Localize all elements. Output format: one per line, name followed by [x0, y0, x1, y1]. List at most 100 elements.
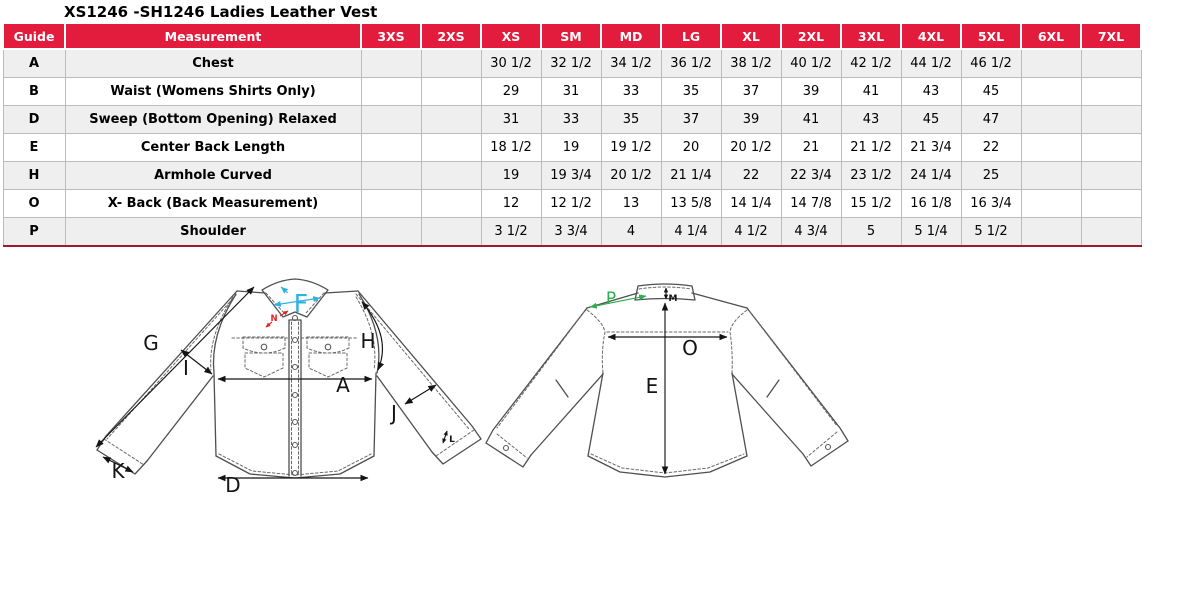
shoulder-arrow	[589, 294, 647, 309]
value-cell: 21 1/2	[840, 133, 902, 162]
header-cell-6xl: 6XL	[1020, 22, 1082, 50]
neck-arrow-2	[265, 321, 273, 328]
circle-shape	[291, 441, 299, 449]
front-right-sleeve-stitch	[355, 293, 470, 430]
header-cell-xs: XS	[480, 22, 542, 50]
value-cell: 32 1/2	[540, 48, 602, 78]
value-cell	[1080, 189, 1142, 218]
value-cell: 22	[720, 161, 782, 190]
value-cell: 5 1/4	[900, 217, 962, 247]
back-left-sleeve-stitch	[496, 311, 585, 429]
back-collar-band	[634, 283, 696, 301]
value-cell	[1020, 133, 1082, 162]
front-right-sleeve	[357, 290, 482, 440]
size-chart-table: Guide Measurement 3XS 2XS XS SM MD LG XL 2XL 3XL 4X…	[2, 22, 1142, 247]
value-cell: 14 1/4	[720, 189, 782, 218]
front-placket-stitch	[291, 321, 299, 475]
value-cell: 39	[780, 77, 842, 106]
sleeve-width-arrow	[404, 384, 437, 405]
table-row: H Armhole Curved 19 19 3/4 20 1/2 21 1/4 22 22 …	[2, 161, 1142, 190]
value-cell: 35	[660, 77, 722, 106]
value-cell: 37	[720, 77, 782, 106]
value-cell: 31	[480, 105, 542, 134]
value-cell: 16 1/8	[900, 189, 962, 218]
header-cell-3xs: 3XS	[360, 22, 422, 50]
value-cell	[360, 133, 422, 162]
value-cell: 21 1/4	[660, 161, 722, 190]
value-cell: 4 1/2	[720, 217, 782, 247]
value-cell	[420, 133, 482, 162]
label-l-cuff-height: L	[449, 435, 455, 445]
back-left-cuff-seam	[496, 433, 528, 459]
circle-shape	[291, 336, 299, 344]
back-left-sleeve-inner	[530, 373, 604, 456]
value-cell	[360, 189, 422, 218]
back-left-sleeve-crease	[555, 379, 569, 398]
label-e-center-back: E	[646, 374, 659, 398]
label-m-collar-height: M	[669, 294, 678, 304]
header-cell-guide: Guide	[2, 22, 66, 50]
value-cell	[420, 189, 482, 218]
measurement-cell: Sweep (Bottom Opening) Relaxed	[64, 105, 362, 134]
value-cell	[420, 48, 482, 78]
value-cell	[360, 217, 422, 247]
value-cell	[1020, 105, 1082, 134]
table-row: D Sweep (Bottom Opening) Relaxed 31 33 35 37 3…	[2, 105, 1142, 134]
front-body-sides	[213, 372, 377, 457]
back-left-cuff-opening	[485, 442, 532, 468]
path-shape	[242, 336, 286, 354]
front-right-cuff-opening	[431, 438, 482, 465]
measurement-cell: Waist (Womens Shirts Only)	[64, 77, 362, 106]
front-left-sleeve-inner	[146, 375, 214, 462]
value-cell	[420, 77, 482, 106]
value-cell: 45	[900, 105, 962, 134]
table-row: E Center Back Length 18 1/2 19 19 1/2 20 20 1/…	[2, 133, 1142, 162]
label-d-sweep: D	[225, 473, 240, 497]
value-cell	[360, 77, 422, 106]
armhole-curve-arrow	[361, 301, 385, 371]
value-cell: 29	[480, 77, 542, 106]
front-left-sleeve	[96, 290, 238, 451]
shoulder-slope-arrow	[180, 349, 213, 375]
circle-shape	[291, 363, 299, 371]
value-cell: 20	[660, 133, 722, 162]
label-i-shoulder-slope: I	[183, 356, 189, 380]
back-hem-stitch	[590, 453, 745, 474]
value-cell	[360, 48, 422, 78]
value-cell: 45	[960, 77, 1022, 106]
back-right-sleeve-stitch	[749, 311, 838, 427]
table-row: A Chest 30 1/2 32 1/2 34 1/2 36 1/2 38 1/2 40 1…	[2, 48, 1142, 78]
circle-shape	[291, 418, 299, 426]
value-cell: 13 5/8	[660, 189, 722, 218]
table-row: O X- Back (Back Measurement) 12 12 1/2 13 13 …	[2, 189, 1142, 218]
front-right-cuff-seam	[435, 429, 475, 457]
value-cell	[360, 105, 422, 134]
value-cell: 15 1/2	[840, 189, 902, 218]
cuff-width-arrow	[102, 456, 134, 473]
header-cell-md: MD	[600, 22, 662, 50]
measurement-cell: Center Back Length	[64, 133, 362, 162]
value-cell: 41	[780, 105, 842, 134]
value-cell	[420, 217, 482, 247]
value-cell: 19 1/2	[600, 133, 662, 162]
value-cell: 33	[540, 105, 602, 134]
value-cell: 22 3/4	[780, 161, 842, 190]
header-cell-xl: XL	[720, 22, 782, 50]
garment-diagrams: G I A D H J K L F N	[95, 278, 849, 497]
table-body: A Chest 30 1/2 32 1/2 34 1/2 36 1/2 38 1/2 40 1…	[2, 48, 1142, 247]
front-left-cuff-seam	[103, 438, 145, 466]
value-cell: 23 1/2	[840, 161, 902, 190]
front-left-pocket	[242, 336, 286, 378]
value-cell	[1020, 217, 1082, 247]
value-cell: 46 1/2	[960, 48, 1022, 78]
label-f-collar-width: F	[294, 289, 308, 318]
guide-cell: H	[2, 161, 66, 190]
value-cell	[360, 161, 422, 190]
label-h-armhole: H	[360, 329, 375, 353]
value-cell: 44 1/2	[900, 48, 962, 78]
header-cell-2xs: 2XS	[420, 22, 482, 50]
value-cell: 19 3/4	[540, 161, 602, 190]
table-row: P Shoulder 3 1/2 3 3/4 4 4 1/4 4 1/2 4 3/4 5 5 1/…	[2, 217, 1142, 247]
back-right-cuff-button	[824, 443, 832, 451]
